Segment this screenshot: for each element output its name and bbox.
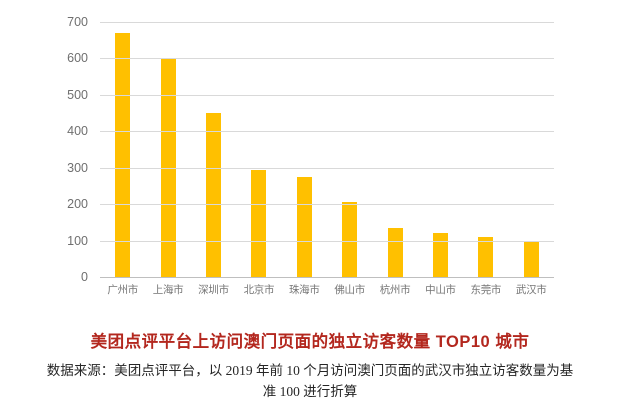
y-tick-label: 300 <box>67 160 88 175</box>
x-axis-label: 佛山市 <box>334 284 365 296</box>
y-tick-label: 600 <box>67 51 88 66</box>
bar-slot <box>191 22 236 277</box>
bar-slot <box>418 22 463 277</box>
y-tick-label: 700 <box>67 15 88 29</box>
plot-area <box>100 22 554 278</box>
x-axis-label: 珠海市 <box>288 284 320 296</box>
bar <box>478 236 494 277</box>
x-axis-label: 东莞市 <box>470 284 502 296</box>
x-axis-line <box>100 277 554 278</box>
bar-slot <box>282 22 327 277</box>
bar <box>296 176 312 277</box>
bar <box>523 240 539 277</box>
gridline <box>100 58 554 60</box>
y-tick-label: 400 <box>67 124 88 139</box>
bar <box>205 113 221 277</box>
bar-slot <box>463 22 508 277</box>
x-axis-label: 上海市 <box>152 284 184 296</box>
y-tick-label: 100 <box>67 233 88 248</box>
bar-slot <box>509 22 554 277</box>
y-axis: 0 100 200 300 400 500 600 700 <box>0 0 88 300</box>
gridline <box>100 22 554 23</box>
bar <box>251 169 267 277</box>
bars <box>100 22 554 277</box>
bar-slot <box>327 22 372 277</box>
source-note-line2: 准 100 进行折算 <box>262 384 358 399</box>
x-axis-label: 中山市 <box>425 284 456 296</box>
bar <box>342 202 358 277</box>
source-note-line1: 数据来源：美团点评平台，以 2019 年前 10 个月访问澳门页面的武汉市独立访… <box>46 363 574 378</box>
gridline <box>100 204 554 206</box>
y-tick-label: 0 <box>81 270 88 284</box>
gridline <box>100 167 554 169</box>
x-axis-labels: 广州市 上海市 深圳市 北京市 珠海市 佛山市 杭州市 中山市 东莞市 武汉市 <box>100 282 554 297</box>
bar <box>387 227 403 277</box>
x-axis-label: 北京市 <box>243 284 275 296</box>
gridline <box>100 94 554 96</box>
bar-slot <box>145 22 190 277</box>
x-axis-label: 广州市 <box>107 284 138 296</box>
gridline <box>100 240 554 242</box>
bar-slot <box>236 22 281 277</box>
y-tick-label: 200 <box>67 197 88 212</box>
bar-slot <box>372 22 417 277</box>
x-axis-label: 深圳市 <box>198 284 229 296</box>
bar <box>115 32 131 277</box>
gridline <box>100 131 554 133</box>
x-axis-label: 武汉市 <box>515 284 547 296</box>
x-axis-label: 杭州市 <box>379 284 411 296</box>
source-note: 数据来源：美团点评平台，以 2019 年前 10 个月访问澳门页面的武汉市独立访… <box>12 360 608 402</box>
y-tick-label: 500 <box>67 87 88 102</box>
bar-slot <box>100 22 145 277</box>
chart-title: 美团点评平台上访问澳门页面的独立访客数量 TOP10 城市 <box>90 333 530 351</box>
bar <box>432 233 448 277</box>
